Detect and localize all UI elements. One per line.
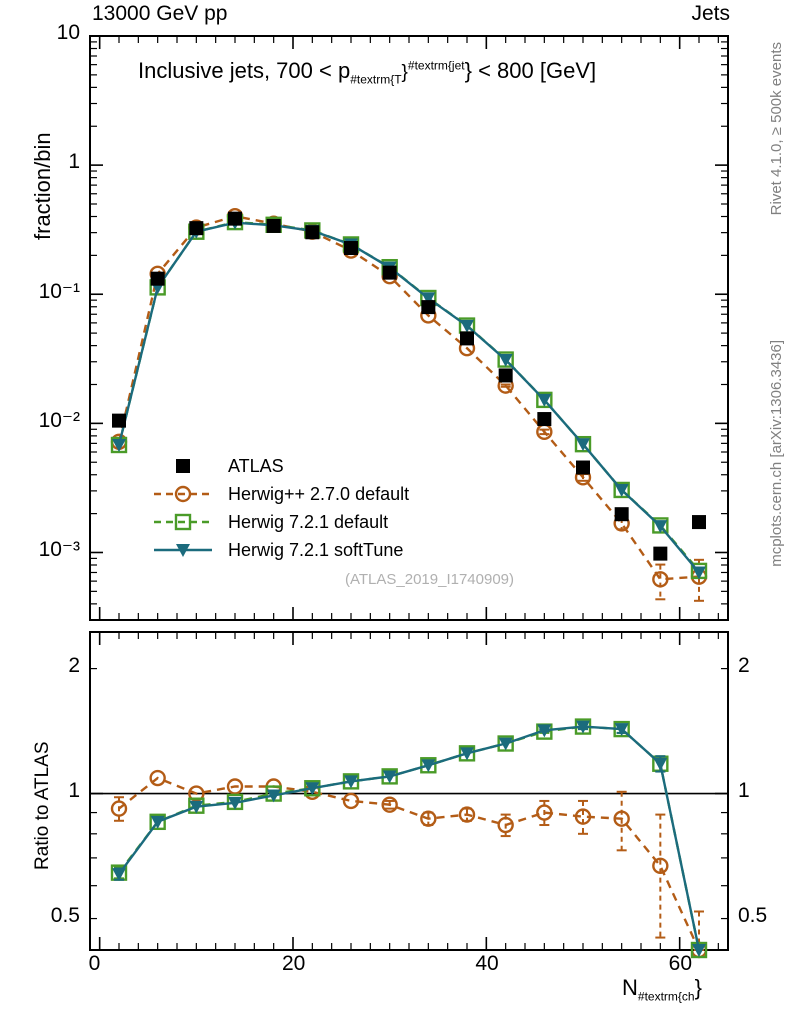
title-part-b: < 800 [GeV]: [471, 58, 597, 83]
legend: ATLAS Herwig++ 2.7.0 default Herwig 7.2.1 …: [152, 452, 409, 564]
legend-item-2[interactable]: Herwig 7.2.1 default: [152, 508, 409, 536]
legend-label: Herwig 7.2.1 default: [228, 511, 389, 532]
legend-item-0[interactable]: ATLAS: [152, 452, 409, 480]
ratio-ytick-label-l: 2: [68, 653, 80, 677]
main-ytick-label: 10⁻³: [38, 538, 80, 562]
series-herwig-7-2-1-softtune: [112, 720, 706, 957]
series-herwig-7-2-1-default: [110, 718, 708, 959]
title-sub-pt: #textrm{T: [350, 72, 402, 87]
header-left: 13000 GeV pp: [92, 2, 228, 25]
ratio-ytick-label-l: 0.5: [50, 903, 80, 927]
xlabel-part-n: N: [622, 975, 638, 1000]
ratio-ytick-label-r: 1: [738, 778, 750, 802]
main-title: Inclusive jets, 700 < p#textrm{T}#textrm…: [138, 58, 596, 86]
legend-item-1[interactable]: Herwig++ 2.7.0 default: [152, 480, 409, 508]
xlabel-sub-ch: #textrm{ch: [637, 989, 695, 1004]
xtick-label: 0: [88, 952, 101, 975]
main-ytick-label: 10: [56, 21, 80, 44]
xlabel-brace: }: [694, 975, 702, 1000]
main-ytick-label: 10⁻¹: [38, 280, 80, 304]
title-part-a: Inclusive jets, 700 < p: [138, 58, 351, 83]
xtick-label: 40: [475, 952, 499, 975]
legend-marker-circle-open: [154, 485, 212, 503]
xtick-label: 60: [668, 952, 693, 975]
legend-label: Herwig 7.2.1 softTune: [228, 539, 404, 560]
legend-marker-triangle-down-filled: [154, 544, 212, 557]
legend-marker-square-open: [154, 513, 212, 531]
ratio-ytick-label-l: 1: [68, 778, 80, 802]
main-ytick-label: 10⁻²: [38, 409, 80, 433]
title-sup-jet: #textrm{jet: [407, 58, 465, 73]
ratio-ytick-label-r: 2: [738, 653, 750, 677]
legend-item-3[interactable]: Herwig 7.2.1 softTune: [152, 536, 409, 564]
main-ytick-labels: [0, 0, 90, 620]
legend-label: ATLAS: [228, 455, 284, 476]
xtick-label: 20: [282, 952, 306, 975]
header-right: Jets: [691, 2, 730, 25]
xaxis-label: N#textrm{ch}: [622, 975, 702, 1003]
ratio-ytick-label-r: 0.5: [738, 903, 768, 927]
main-ytick-label: 1: [68, 150, 80, 174]
legend-label: Herwig++ 2.7.0 default: [228, 483, 410, 504]
legend-marker-square-filled: [176, 459, 190, 473]
series-herwig-2-7-0-default: [110, 769, 708, 959]
title-brace-2: }: [464, 58, 472, 83]
analysis-id-watermark: (ATLAS_2019_I1740909): [345, 571, 515, 588]
